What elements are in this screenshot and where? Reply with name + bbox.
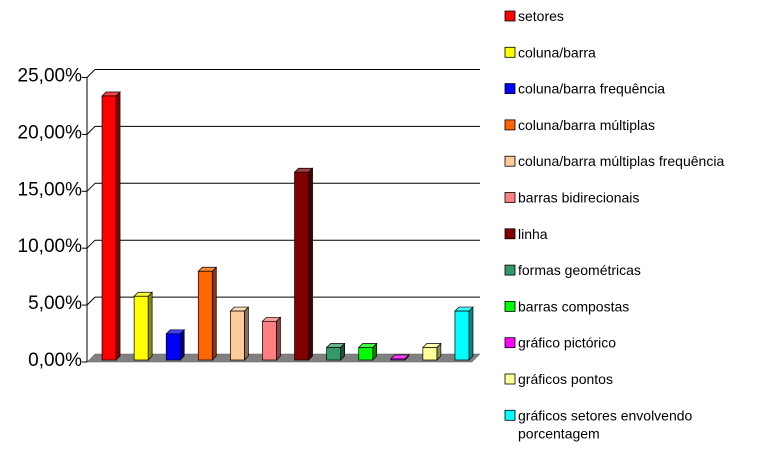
- bar-side: [211, 266, 217, 361]
- legend-label: gráfico pictórico: [518, 335, 616, 351]
- bar-front: [358, 347, 374, 361]
- y-tick-label: 25,00%: [18, 66, 83, 87]
- bar-side: [147, 291, 153, 361]
- bar: [293, 167, 314, 361]
- bar: [197, 266, 218, 361]
- bar-front: [165, 333, 181, 361]
- bar: [165, 328, 186, 361]
- legend-swatch: [504, 155, 516, 167]
- bar-side: [179, 328, 185, 361]
- legend-item: coluna/barra: [504, 44, 596, 60]
- legend-swatch: [504, 409, 516, 421]
- y-tick-label: 10,00%: [18, 236, 83, 257]
- gridline-depth: [86, 182, 96, 192]
- bar-front: [262, 320, 277, 361]
- legend-label: coluna/barra frequência: [518, 81, 665, 97]
- legend-swatch: [504, 83, 516, 94]
- legend-label: barras bidirecionais: [518, 190, 639, 206]
- legend-item: linha: [504, 226, 548, 242]
- bar: [325, 342, 346, 361]
- legend-swatch: [504, 10, 516, 22]
- bar-front: [197, 270, 213, 361]
- y-tick-label: 20,00%: [18, 122, 83, 143]
- legend-item: formas geométricas: [504, 262, 641, 278]
- y-tick-label: 15,00%: [18, 179, 83, 200]
- bar-front: [230, 310, 245, 361]
- bar: [261, 316, 282, 361]
- bar-front: [454, 310, 470, 361]
- bar-side: [276, 316, 281, 361]
- legend-label: barras compostas: [518, 298, 629, 314]
- legend-swatch: [504, 228, 516, 240]
- bar-side: [468, 306, 474, 361]
- bar: [229, 306, 250, 361]
- bar-front: [390, 358, 406, 361]
- gridline-depth: [86, 239, 96, 249]
- legend-item: coluna/barra frequência: [504, 81, 665, 97]
- legend-label: coluna/barra múltiplas frequência: [518, 153, 724, 169]
- legend-item: gráficos pontos: [504, 371, 613, 387]
- bar: [389, 354, 410, 361]
- legend-label: gráficos pontos: [518, 371, 613, 387]
- legend-swatch: [504, 337, 516, 349]
- legend: setores coluna/barra coluna/barra frequênc…: [504, 8, 724, 441]
- legend-swatch: [504, 264, 516, 276]
- legend-item: barras bidirecionais: [504, 190, 639, 206]
- legend-swatch: [504, 192, 516, 203]
- plot-area: [86, 69, 481, 363]
- legend-label: coluna/barra: [518, 44, 596, 60]
- bars: [101, 91, 474, 361]
- legend-label: gráficos setores envolvendo porcentagem: [518, 407, 693, 441]
- bar: [101, 91, 121, 361]
- y-axis: 0,00% 5,00% 10,00% 15,00% 20,00% 25,00%: [18, 66, 88, 371]
- bar-front: [101, 95, 117, 361]
- gridline-depth: [86, 69, 96, 78]
- bar-front: [326, 347, 341, 361]
- bar: [133, 291, 153, 361]
- y-tick-label: 0,00%: [28, 350, 82, 371]
- legend-item: setores: [504, 8, 564, 24]
- gridline-depth: [86, 296, 96, 306]
- legend-item: barras compostas: [504, 298, 629, 314]
- legend-label: coluna/barra múltiplas: [518, 117, 655, 133]
- legend-swatch: [504, 119, 516, 131]
- y-tick-label: 5,00%: [28, 293, 82, 314]
- legend-item: gráficos setores envolvendo porcentagem: [504, 407, 693, 441]
- bar: [357, 342, 378, 361]
- legend-label: setores: [518, 8, 564, 24]
- legend-item: gráfico pictórico: [504, 335, 616, 351]
- bar-front: [422, 347, 438, 361]
- legend-item: coluna/barra múltiplas frequência: [504, 153, 724, 169]
- bar-side: [308, 167, 313, 361]
- gridline-depth: [86, 126, 96, 135]
- bar-side: [244, 306, 249, 361]
- legend-swatch: [504, 46, 516, 58]
- bar-front: [294, 171, 309, 361]
- bar: [454, 306, 474, 361]
- legend-label: linha: [518, 226, 548, 242]
- legend-swatch: [504, 373, 516, 385]
- bar-front: [133, 295, 149, 361]
- bar-side: [115, 91, 121, 361]
- legend-swatch: [504, 300, 516, 312]
- chart-floor: [86, 353, 481, 363]
- legend-label: formas geométricas: [518, 262, 641, 278]
- bar: [422, 342, 442, 361]
- legend-item: coluna/barra múltiplas: [504, 117, 655, 133]
